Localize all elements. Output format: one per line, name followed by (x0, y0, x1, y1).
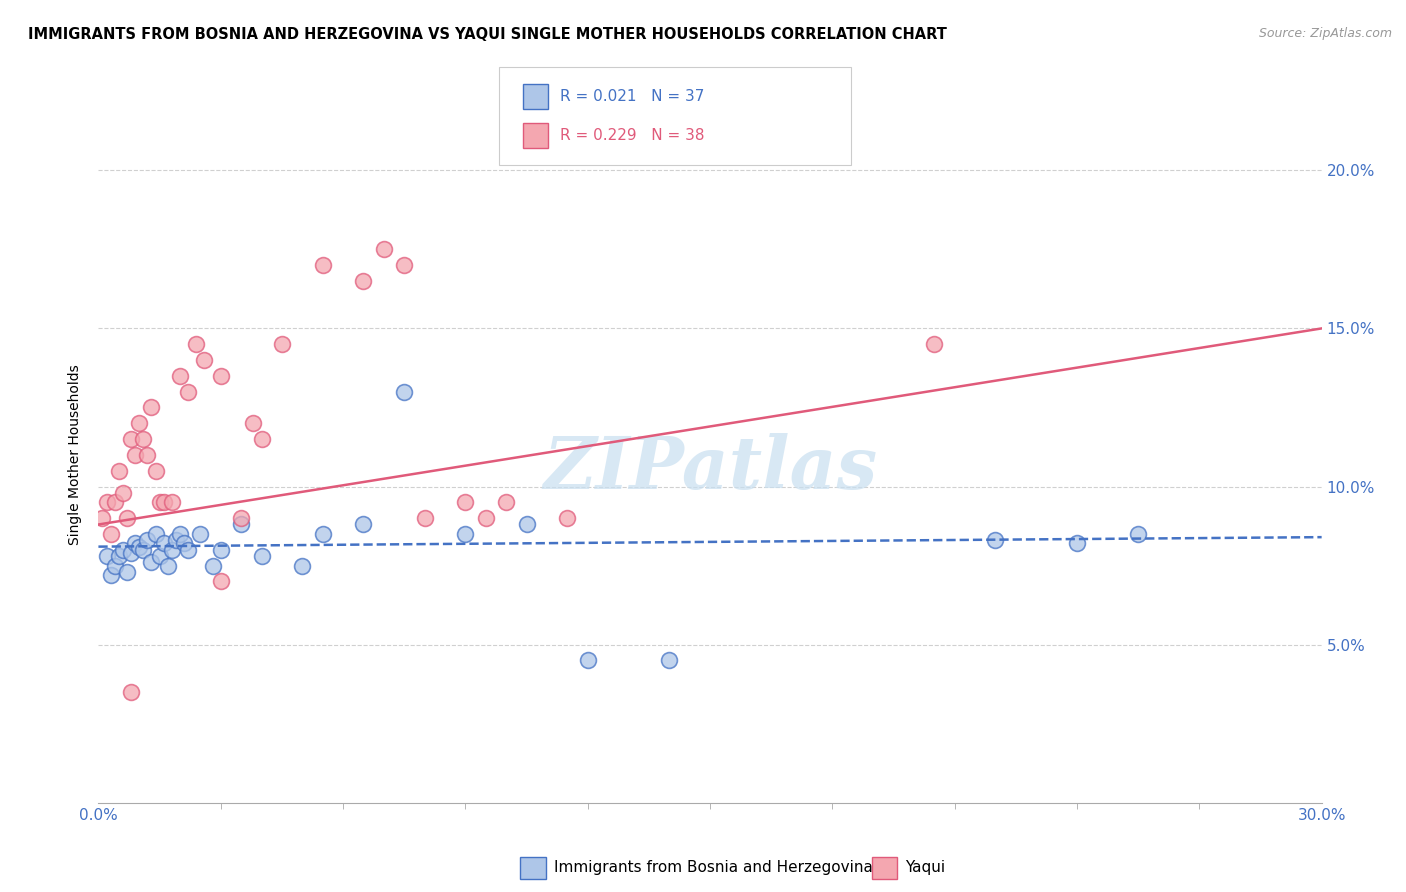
Point (177, 384, 200, 399)
Point (201, 558, 224, 573)
Point (250, 549, 273, 563)
Point (115, 565, 138, 579)
Point (100, 527, 122, 541)
Point (454, 495, 477, 509)
Point (115, 511, 138, 525)
Point (231, 511, 253, 525)
Point (173, 536, 195, 550)
Point (373, 243, 395, 257)
Point (124, 448, 146, 462)
Point (188, 527, 212, 541)
Point (169, 527, 191, 541)
Point (120, 432, 142, 446)
Point (495, 495, 517, 509)
Point (352, 517, 374, 532)
Point (132, 432, 155, 446)
Point (152, 536, 174, 550)
Point (160, 495, 183, 509)
Point (156, 558, 179, 573)
Point (177, 542, 200, 557)
Text: IMMIGRANTS FROM BOSNIA AND HERZEGOVINA VS YAQUI SINGLE MOTHER HOUSEHOLDS CORRELA: IMMIGRANTS FROM BOSNIA AND HERZEGOVINA V… (28, 27, 948, 42)
Point (392, 384, 416, 399)
Text: ZIPatlas: ZIPatlas (543, 434, 877, 504)
Point (209, 542, 232, 557)
Point (1066, 536, 1088, 550)
Text: Immigrants from Bosnia and Herzegovina: Immigrants from Bosnia and Herzegovina (554, 860, 873, 874)
Point (454, 527, 477, 541)
Point (557, 511, 579, 525)
Point (413, 511, 436, 525)
Point (1128, 527, 1150, 541)
Y-axis label: Single Mother Households: Single Mother Households (69, 365, 83, 545)
Point (160, 542, 183, 557)
Text: Yaqui: Yaqui (905, 860, 946, 874)
Point (100, 568, 122, 582)
Point (209, 574, 232, 589)
Point (242, 417, 264, 431)
Point (474, 511, 498, 525)
Point (352, 274, 374, 288)
Point (984, 533, 1007, 548)
Point (111, 542, 134, 557)
Point (108, 464, 131, 478)
Point (104, 558, 127, 573)
Point (291, 558, 314, 573)
Point (104, 495, 127, 509)
Point (132, 542, 155, 557)
Point (186, 337, 208, 351)
Point (392, 258, 416, 272)
Point (120, 685, 142, 699)
Point (141, 401, 163, 415)
Point (141, 556, 163, 570)
Point (145, 464, 167, 478)
Point (128, 417, 150, 431)
Point (149, 549, 172, 563)
Point (209, 368, 232, 383)
Point (145, 527, 167, 541)
Text: R = 0.229   N = 38: R = 0.229 N = 38 (560, 128, 704, 143)
Point (96, 495, 118, 509)
Point (312, 258, 335, 272)
Point (128, 540, 150, 554)
Point (91, 511, 114, 525)
Point (270, 337, 294, 351)
Text: Source: ZipAtlas.com: Source: ZipAtlas.com (1258, 27, 1392, 40)
Point (250, 432, 273, 446)
Point (152, 495, 174, 509)
Point (136, 533, 159, 548)
Point (516, 517, 538, 532)
Point (124, 536, 146, 550)
Point (312, 527, 335, 541)
Point (136, 448, 159, 462)
Point (193, 353, 215, 368)
Point (108, 549, 131, 563)
Point (165, 533, 187, 548)
Point (658, 653, 681, 667)
Point (149, 495, 172, 509)
Text: R = 0.021   N = 37: R = 0.021 N = 37 (560, 89, 704, 103)
Point (231, 517, 253, 532)
Point (922, 337, 945, 351)
Point (111, 486, 134, 500)
Point (169, 368, 191, 383)
Point (576, 653, 599, 667)
Point (120, 546, 142, 560)
Point (96, 549, 118, 563)
